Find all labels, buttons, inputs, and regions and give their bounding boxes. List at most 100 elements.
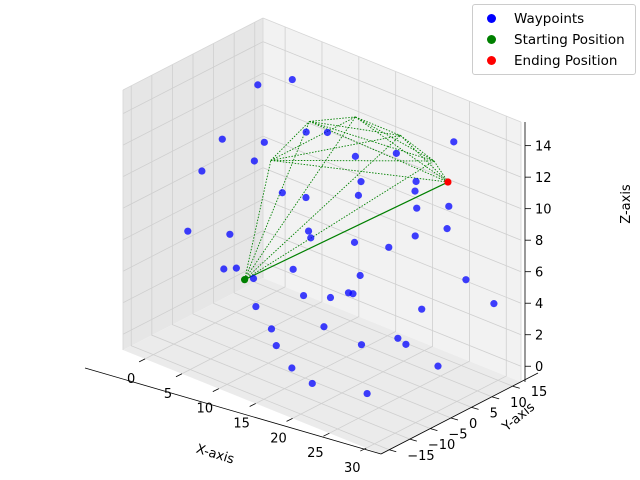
pane-edge bbox=[262, 17, 522, 123]
waypoints-marker-icon bbox=[487, 14, 496, 23]
waypoints-point bbox=[363, 389, 371, 398]
x-tick-label: 5 bbox=[164, 387, 172, 402]
y-axis-line bbox=[380, 372, 539, 455]
legend-label: Starting Position bbox=[514, 31, 625, 48]
waypoints-point bbox=[445, 202, 453, 210]
y-tick-mark bbox=[389, 449, 397, 453]
waypoints-point bbox=[226, 230, 234, 238]
starting-position-point bbox=[241, 276, 249, 284]
waypoints-point bbox=[350, 238, 359, 246]
waypoints-point bbox=[323, 128, 332, 137]
path-segment bbox=[400, 135, 435, 162]
path-segment bbox=[355, 116, 449, 183]
legend-label: Waypoints bbox=[514, 10, 585, 27]
waypoints-point bbox=[490, 300, 498, 308]
waypoints-point bbox=[218, 135, 226, 143]
path-segment bbox=[309, 120, 401, 136]
z-tick-label: 6 bbox=[535, 266, 543, 281]
y-tick-mark bbox=[492, 396, 500, 400]
waypoints-point bbox=[299, 291, 308, 300]
x-tick-mark bbox=[360, 447, 367, 452]
z-axis-label: Z-axis bbox=[619, 184, 634, 224]
waypoints-point bbox=[288, 364, 296, 372]
scatter-points bbox=[184, 75, 498, 398]
waypoints-point bbox=[392, 149, 400, 157]
pane-edge bbox=[122, 17, 264, 91]
waypoints-point bbox=[411, 187, 419, 195]
legend-label: Ending Position bbox=[514, 52, 618, 69]
path-segment bbox=[244, 160, 272, 280]
x-axis-line bbox=[84, 367, 382, 455]
path-segment bbox=[270, 116, 356, 161]
y-tick-label: −15 bbox=[407, 449, 434, 464]
waypoints-point bbox=[220, 265, 228, 273]
ending-position-marker-icon bbox=[487, 56, 496, 65]
waypoints-point bbox=[252, 302, 260, 311]
waypoints-point bbox=[394, 334, 402, 342]
waypoints-point bbox=[450, 138, 458, 146]
ending-position-point bbox=[444, 178, 452, 186]
waypoints-point bbox=[385, 243, 393, 251]
path-segment bbox=[433, 160, 449, 183]
x-tick-mark bbox=[138, 358, 146, 363]
waypoints-point bbox=[443, 225, 451, 233]
waypoints-point bbox=[184, 227, 192, 235]
path-segment bbox=[270, 121, 310, 161]
z-tick-label: 0 bbox=[535, 360, 543, 375]
z-tick-label: 12 bbox=[535, 171, 552, 186]
path-segment bbox=[270, 135, 401, 161]
z-tick-label: 4 bbox=[535, 297, 543, 312]
path-segment bbox=[244, 160, 435, 281]
waypoints-point bbox=[434, 362, 442, 370]
waypoints-point bbox=[278, 189, 286, 197]
path-segment bbox=[355, 116, 401, 136]
axes-edges bbox=[84, 17, 539, 455]
x-axis-label: X-axis bbox=[194, 442, 236, 468]
path-segment bbox=[400, 135, 449, 183]
path-lines bbox=[244, 116, 449, 281]
waypoints-point bbox=[402, 340, 410, 348]
starting-position-marker-icon bbox=[487, 35, 496, 44]
waypoints-point bbox=[413, 204, 421, 212]
y-tick-mark bbox=[512, 385, 520, 389]
axes-panes bbox=[123, 18, 521, 454]
y-tick-label: 10 bbox=[510, 396, 527, 411]
z-tick-label: 14 bbox=[535, 140, 552, 155]
z-tick-label: 8 bbox=[535, 234, 543, 249]
waypoints-point bbox=[288, 75, 296, 84]
x-tick-label: 25 bbox=[307, 446, 324, 461]
waypoints-point bbox=[308, 379, 316, 388]
waypoints-point bbox=[357, 341, 366, 349]
x-tick-label: 15 bbox=[233, 416, 250, 431]
z-tick-label: 10 bbox=[535, 203, 552, 218]
legend-item-waypoints: Waypoints bbox=[473, 8, 635, 29]
waypoints-point bbox=[198, 167, 206, 175]
waypoints-point bbox=[307, 234, 315, 242]
path-segment bbox=[244, 135, 401, 280]
y-tick-mark bbox=[430, 428, 438, 431]
waypoints-point bbox=[354, 191, 363, 199]
x-tick-mark bbox=[249, 403, 256, 407]
y-tick-mark bbox=[450, 417, 459, 421]
waypoints-point bbox=[302, 128, 310, 136]
y-tick-mark bbox=[409, 438, 417, 442]
waypoints-point bbox=[254, 81, 262, 89]
y-tick-label: −10 bbox=[428, 438, 455, 453]
x-tick-label: 20 bbox=[270, 431, 287, 446]
path-segment bbox=[355, 116, 435, 162]
path-segment bbox=[309, 121, 449, 183]
x-tick-mark bbox=[286, 417, 293, 422]
legend-item-starting-position: Starting Position bbox=[473, 29, 635, 50]
waypoints-point bbox=[351, 152, 359, 160]
waypoints-point bbox=[326, 293, 335, 302]
waypoints-point bbox=[462, 276, 470, 284]
waypoints-point bbox=[349, 290, 357, 298]
x-tick-mark bbox=[175, 373, 183, 378]
y-tick-mark bbox=[471, 407, 479, 410]
waypoints-point bbox=[418, 305, 426, 313]
waypoints-point bbox=[249, 274, 258, 283]
x-tick-label: 10 bbox=[197, 402, 214, 417]
x-tick-mark bbox=[323, 432, 330, 437]
waypoints-point bbox=[250, 157, 258, 165]
